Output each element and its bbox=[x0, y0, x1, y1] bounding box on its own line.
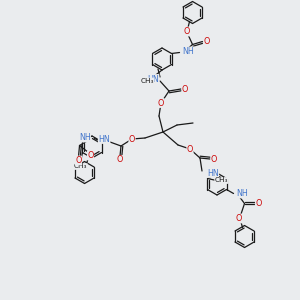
Text: NH: NH bbox=[79, 133, 91, 142]
Text: HN: HN bbox=[207, 169, 219, 178]
Text: NH: NH bbox=[236, 189, 248, 198]
Text: O: O bbox=[182, 85, 188, 94]
Text: O: O bbox=[158, 98, 164, 107]
Text: CH₃: CH₃ bbox=[140, 78, 154, 84]
Text: HN: HN bbox=[147, 74, 159, 83]
Text: CH₃: CH₃ bbox=[74, 164, 87, 169]
Text: O: O bbox=[129, 134, 135, 143]
Text: O: O bbox=[187, 145, 193, 154]
Text: O: O bbox=[255, 199, 262, 208]
Text: O: O bbox=[235, 214, 242, 223]
Text: O: O bbox=[203, 37, 210, 46]
Text: O: O bbox=[75, 156, 82, 165]
Text: O: O bbox=[211, 154, 217, 164]
Text: O: O bbox=[183, 27, 190, 36]
Text: CH₃: CH₃ bbox=[215, 178, 228, 184]
Text: HN: HN bbox=[98, 134, 110, 143]
Text: O: O bbox=[117, 155, 123, 164]
Text: NH: NH bbox=[182, 47, 194, 56]
Text: O: O bbox=[87, 151, 94, 160]
